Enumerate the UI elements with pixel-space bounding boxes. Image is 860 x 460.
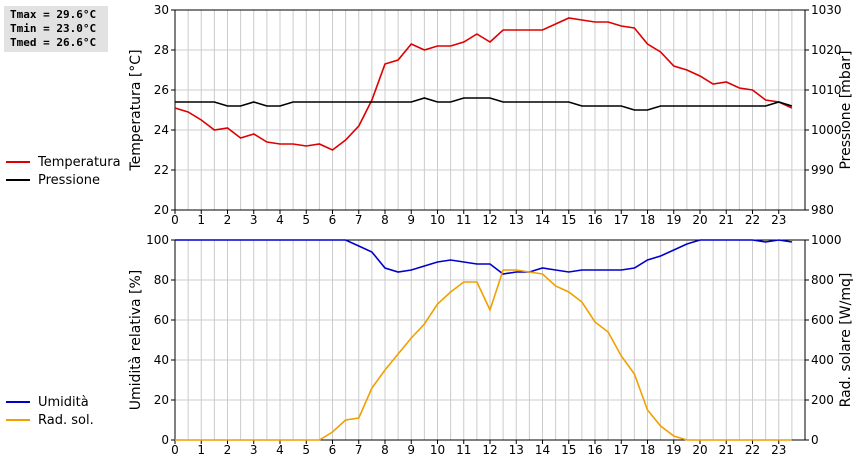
x-tick-label: 15 (561, 213, 576, 227)
legend-top: Temperatura Pressione (6, 153, 121, 189)
x-tick-label: 9 (407, 443, 415, 457)
y-left-axis-label: Temperatura [°C] (128, 49, 144, 171)
x-tick-label: 6 (329, 213, 337, 227)
x-tick-label: 17 (614, 213, 629, 227)
y-right-tick-label: 400 (811, 353, 834, 367)
y-left-tick-label: 20 (154, 393, 169, 407)
x-tick-label: 11 (456, 213, 471, 227)
y-right-tick-label: 0 (811, 433, 819, 447)
x-tick-label: 11 (456, 443, 471, 457)
x-tick-label: 4 (276, 213, 284, 227)
y-right-tick-label: 990 (811, 163, 834, 177)
x-tick-label: 2 (224, 213, 232, 227)
x-tick-label: 21 (719, 213, 734, 227)
legend-swatch-radiation (6, 419, 30, 421)
stat-tmed: Tmed = 26.6°C (10, 36, 97, 49)
legend-item: Temperatura (6, 153, 121, 171)
legend-swatch-temperature (6, 161, 30, 163)
x-tick-label: 20 (692, 443, 707, 457)
y-right-tick-label: 1020 (811, 43, 842, 57)
y-left-tick-label: 20 (154, 203, 169, 217)
x-tick-label: 1 (197, 443, 205, 457)
legend-item: Umidità (6, 393, 94, 411)
x-tick-label: 12 (482, 443, 497, 457)
legend-bottom: Umidità Rad. sol. (6, 393, 94, 429)
y-left-tick-label: 100 (146, 233, 169, 247)
x-tick-label: 18 (640, 213, 655, 227)
x-tick-label: 22 (745, 213, 760, 227)
x-tick-label: 2 (224, 443, 232, 457)
y-left-tick-label: 28 (154, 43, 169, 57)
series-line-pressione (175, 97, 793, 111)
y-right-tick-label: 1000 (811, 123, 842, 137)
y-left-tick-label: 26 (154, 83, 169, 97)
y-left-axis-label: Umidità relativa [%] (128, 270, 144, 411)
x-tick-label: 7 (355, 443, 363, 457)
y-left-tick-label: 24 (154, 123, 169, 137)
legend-label-humidity: Umidità (38, 394, 89, 410)
y-left-tick-label: 40 (154, 353, 169, 367)
legend-item: Pressione (6, 171, 121, 189)
y-right-axis-label: Rad. solare [W/mq] (838, 273, 854, 408)
y-right-tick-label: 800 (811, 273, 834, 287)
x-tick-label: 10 (430, 213, 445, 227)
y-left-tick-label: 30 (154, 3, 169, 17)
x-tick-label: 10 (430, 443, 445, 457)
y-right-tick-label: 200 (811, 393, 834, 407)
x-tick-label: 5 (302, 213, 310, 227)
x-tick-label: 7 (355, 213, 363, 227)
y-left-tick-label: 0 (161, 433, 169, 447)
x-tick-label: 12 (482, 213, 497, 227)
legend-swatch-pressure (6, 179, 30, 181)
x-tick-label: 8 (381, 213, 389, 227)
legend-label-radiation: Rad. sol. (38, 412, 94, 428)
x-tick-label: 15 (561, 443, 576, 457)
legend-item: Rad. sol. (6, 411, 94, 429)
x-tick-label: 0 (171, 213, 179, 227)
stat-tmin: Tmin = 23.0°C (10, 22, 97, 35)
x-tick-label: 13 (509, 443, 524, 457)
stats-box: Tmax = 29.6°C Tmin = 23.0°C Tmed = 26.6°C (4, 6, 108, 52)
x-tick-label: 0 (171, 443, 179, 457)
series-line-umidit (175, 239, 793, 275)
y-right-tick-label: 980 (811, 203, 834, 217)
x-tick-label: 19 (666, 213, 681, 227)
x-tick-label: 1 (197, 213, 205, 227)
y-right-tick-label: 1000 (811, 233, 842, 247)
y-right-tick-label: 600 (811, 313, 834, 327)
x-tick-label: 9 (407, 213, 415, 227)
x-tick-label: 19 (666, 443, 681, 457)
y-right-tick-label: 1030 (811, 3, 842, 17)
x-tick-label: 16 (587, 443, 602, 457)
x-tick-label: 3 (250, 443, 258, 457)
legend-label-pressure: Pressione (38, 172, 101, 188)
y-left-tick-label: 80 (154, 273, 169, 287)
legend-swatch-humidity (6, 401, 30, 403)
y-left-tick-label: 60 (154, 313, 169, 327)
x-tick-label: 20 (692, 213, 707, 227)
x-tick-label: 14 (535, 443, 550, 457)
y-right-tick-label: 1010 (811, 83, 842, 97)
y-right-axis-label: Pressione [mbar] (838, 50, 854, 169)
stat-tmax: Tmax = 29.6°C (10, 8, 97, 21)
x-tick-label: 22 (745, 443, 760, 457)
series-line-temperatura (174, 17, 793, 151)
y-left-tick-label: 22 (154, 163, 169, 177)
x-tick-label: 16 (587, 213, 602, 227)
x-tick-label: 4 (276, 443, 284, 457)
x-tick-label: 23 (771, 443, 786, 457)
x-tick-label: 5 (302, 443, 310, 457)
x-tick-label: 18 (640, 443, 655, 457)
x-tick-label: 14 (535, 213, 550, 227)
x-tick-label: 6 (329, 443, 337, 457)
legend-label-temperature: Temperatura (38, 154, 121, 170)
x-tick-label: 21 (719, 443, 734, 457)
x-tick-label: 8 (381, 443, 389, 457)
x-tick-label: 17 (614, 443, 629, 457)
series-line-rad-sol (175, 269, 792, 441)
x-tick-label: 13 (509, 213, 524, 227)
x-tick-label: 23 (771, 213, 786, 227)
x-tick-label: 3 (250, 213, 258, 227)
